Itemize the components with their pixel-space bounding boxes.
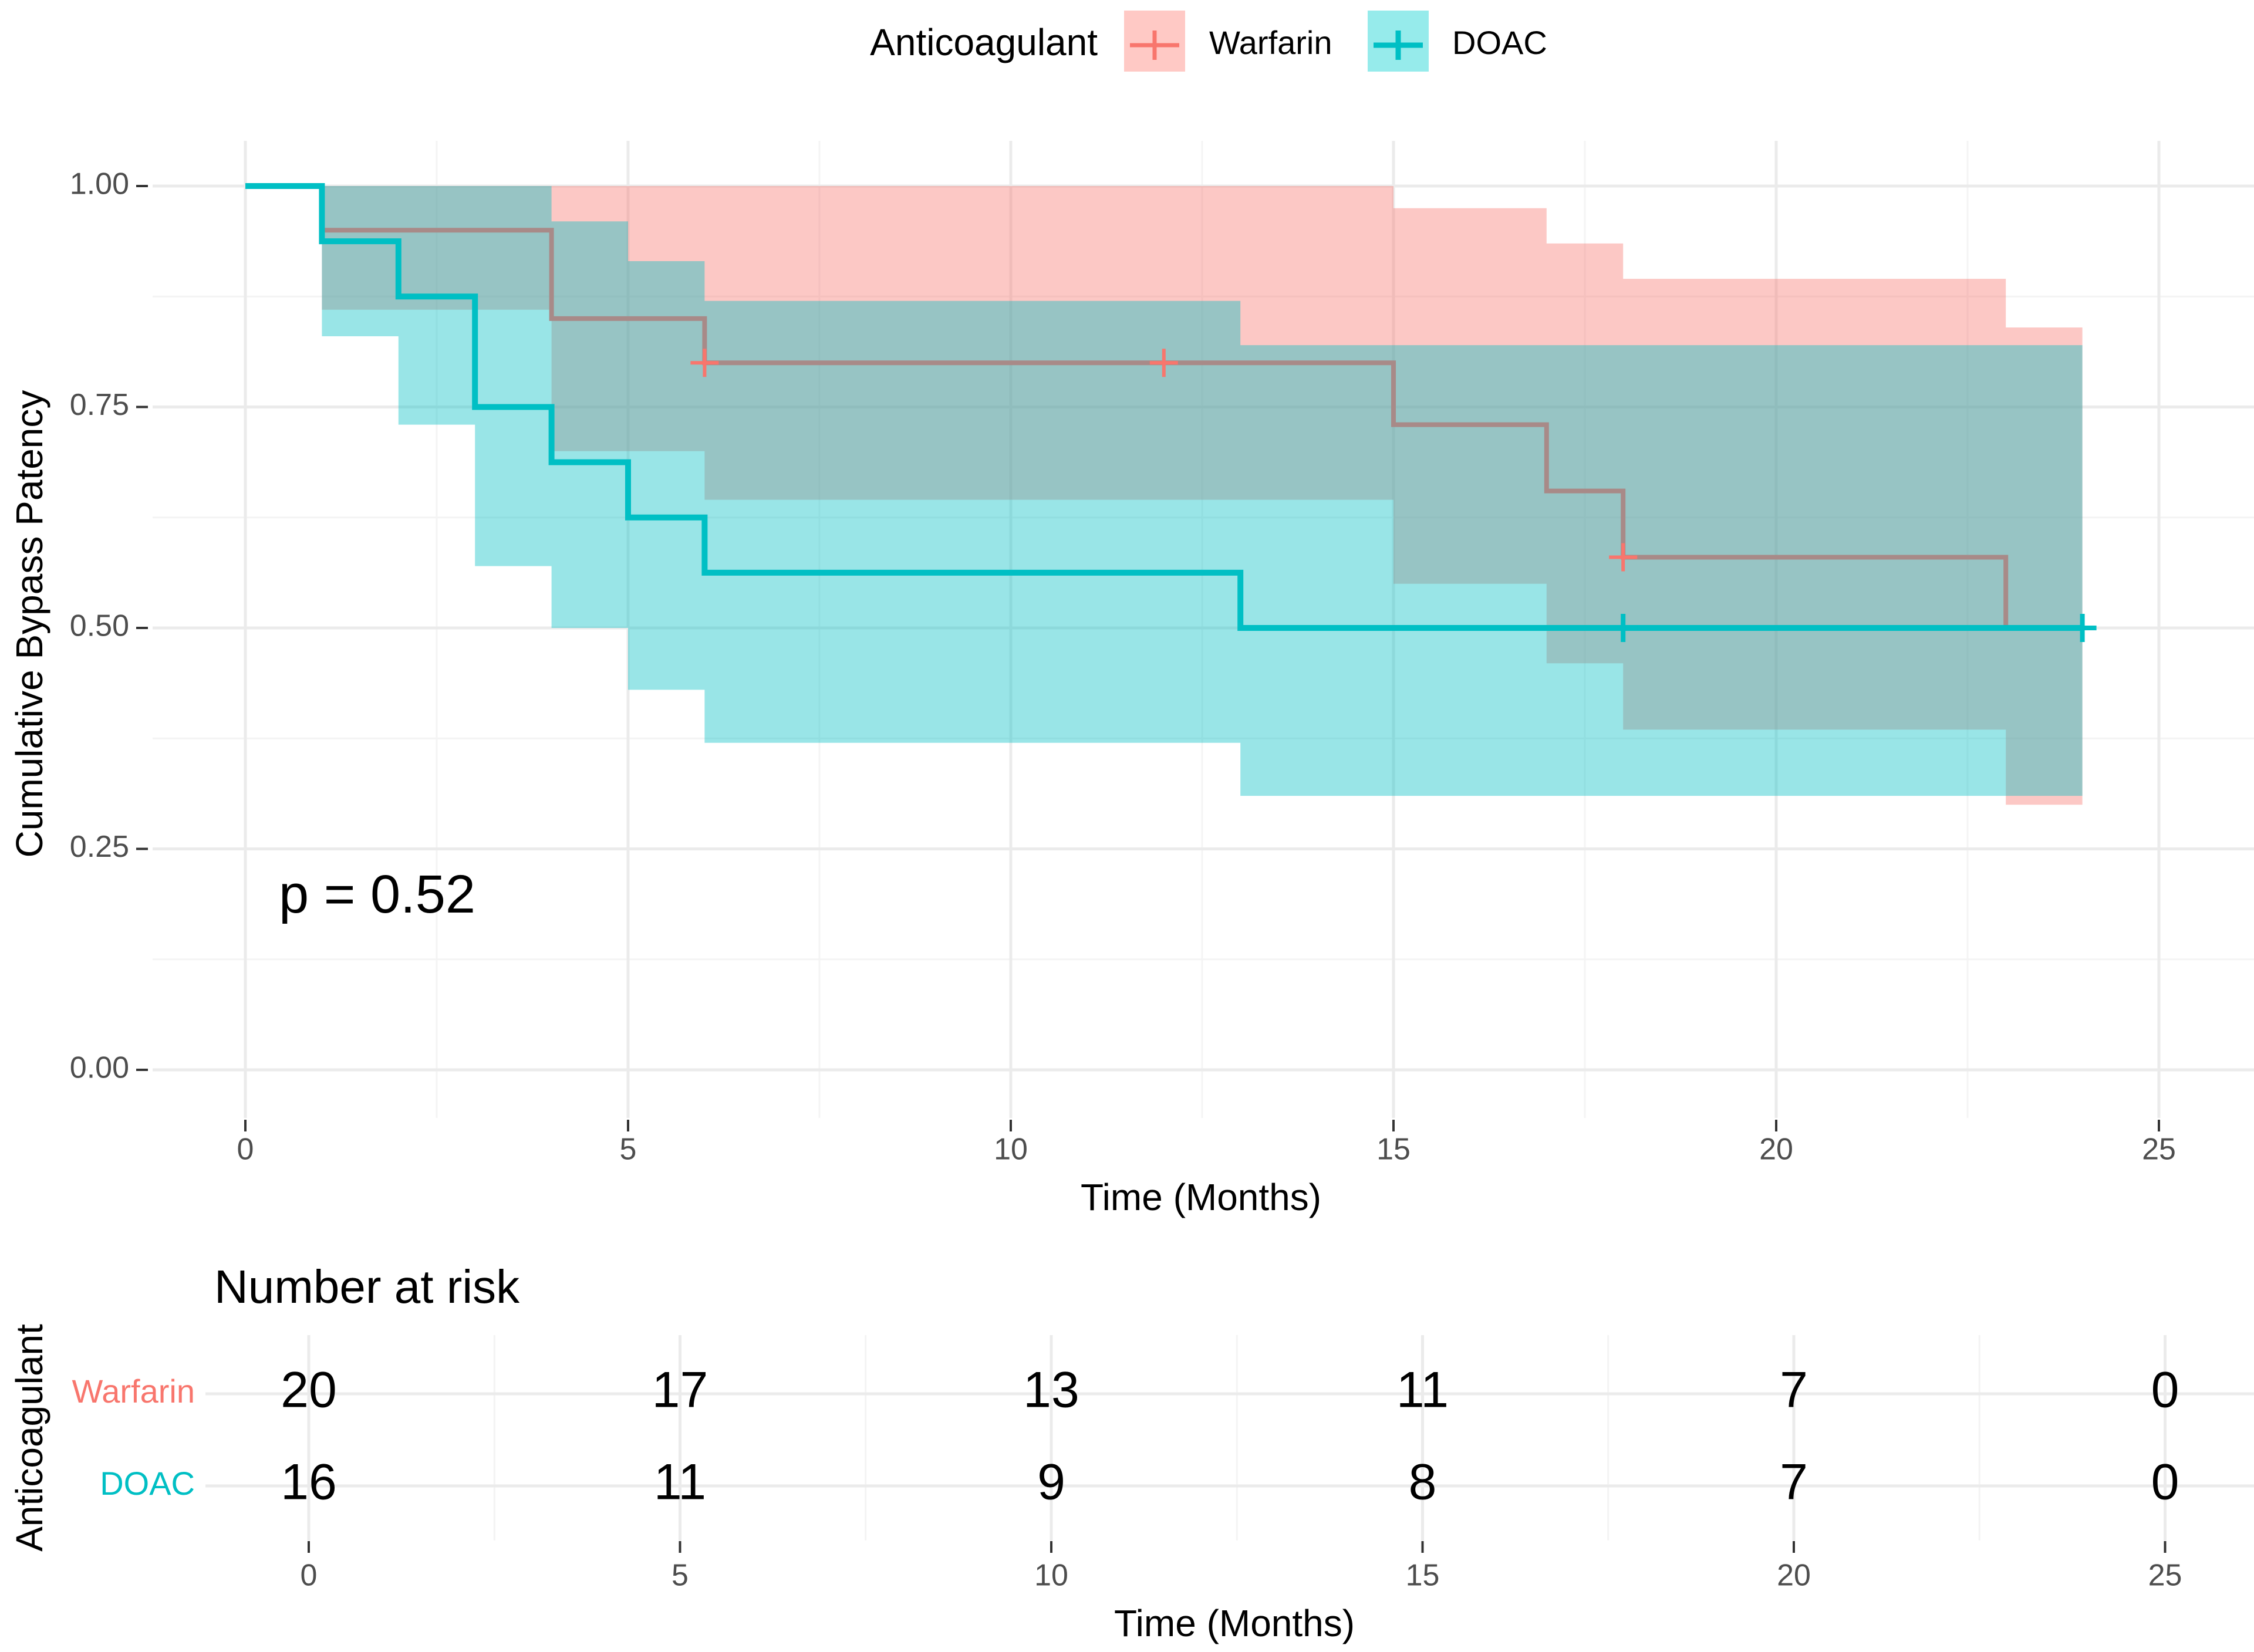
y-tick-label: 1.00 — [70, 167, 129, 201]
risk-count-warfarin: 13 — [1023, 1362, 1079, 1418]
major-gridlines — [153, 141, 2254, 1118]
risk-row-label-warfarin: Warfarin — [72, 1373, 195, 1410]
legend-title: Anticoagulant — [870, 21, 1098, 63]
legend: Anticoagulant Warfarin DOAC — [870, 11, 1547, 72]
censor-mark-warfarin — [1149, 349, 1178, 377]
confidence-bands — [245, 186, 2083, 805]
risk-x-tick-label: 15 — [1406, 1559, 1440, 1593]
y-tick-label: 0.75 — [70, 388, 129, 422]
y-tick-label: 0.00 — [70, 1051, 129, 1085]
risk-x-tick-label: 0 — [301, 1559, 318, 1593]
censor-mark-doac — [2068, 614, 2097, 642]
risk-table-gridlines — [205, 1335, 2254, 1540]
x-axis-title: Time (Months) — [1081, 1176, 1321, 1218]
risk-table-x-axis: 0 5 10 15 20 25 — [301, 1541, 2182, 1593]
risk-count-doac: 0 — [2151, 1454, 2179, 1511]
x-tick-label: 0 — [237, 1133, 254, 1167]
risk-table-row-axis-title: Anticoagulant — [8, 1324, 50, 1552]
risk-count-doac: 9 — [1037, 1454, 1065, 1511]
risk-table-title: Number at risk — [214, 1261, 520, 1313]
risk-count-doac: 8 — [1409, 1454, 1437, 1511]
risk-x-tick-label: 20 — [1777, 1559, 1811, 1593]
risk-x-tick-label: 10 — [1034, 1559, 1068, 1593]
survival-curve-doac — [245, 183, 2083, 631]
survival-curves — [245, 183, 2083, 631]
x-tick-label: 20 — [1759, 1133, 1793, 1167]
legend-key-doac — [1368, 11, 1429, 72]
risk-x-tick-label: 25 — [2148, 1559, 2182, 1593]
risk-table-cells: 20 17 13 11 7 0 16 11 9 8 7 0 — [281, 1362, 2179, 1511]
legend-key-warfarin — [1124, 11, 1185, 72]
risk-count-doac: 11 — [654, 1454, 706, 1511]
risk-count-warfarin: 20 — [281, 1362, 337, 1418]
risk-count-warfarin: 11 — [1396, 1362, 1449, 1418]
censor-mark-warfarin — [690, 349, 719, 377]
censor-mark-doac — [1609, 614, 1638, 642]
risk-table-x-axis-title: Time (Months) — [1114, 1602, 1355, 1644]
legend-label-doac: DOAC — [1452, 24, 1547, 61]
x-tick-label: 10 — [994, 1133, 1028, 1167]
y-axis-title: Cumulative Bypass Patency — [8, 390, 50, 858]
p-value-annotation: p = 0.52 — [279, 864, 475, 924]
risk-x-tick-label: 5 — [672, 1559, 689, 1593]
risk-count-doac: 16 — [281, 1454, 337, 1511]
x-tick-label: 5 — [620, 1133, 637, 1167]
y-tick-label: 0.25 — [70, 830, 129, 864]
risk-count-warfarin: 17 — [652, 1362, 708, 1418]
censor-mark-warfarin — [1609, 543, 1638, 572]
risk-count-warfarin: 0 — [2151, 1362, 2179, 1418]
x-axis: 0 5 10 15 20 25 — [237, 1120, 2176, 1167]
x-tick-label: 15 — [1376, 1133, 1411, 1167]
risk-count-warfarin: 7 — [1780, 1362, 1808, 1418]
risk-count-doac: 7 — [1780, 1454, 1808, 1511]
plot-panel: 0.00 0.25 0.50 0.75 1.00 0 5 10 15 20 25 p = 0.52… — [8, 141, 2254, 1218]
risk-row-label-doac: DOAC — [100, 1465, 195, 1502]
legend-label-warfarin: Warfarin — [1209, 24, 1332, 61]
risk-table: Number at risk Anticoagulant Warfarin DO… — [8, 1261, 2254, 1644]
y-tick-label: 0.50 — [70, 609, 129, 643]
survival-curve-warfarin — [245, 184, 2083, 630]
censor-marks — [690, 349, 2097, 642]
x-tick-label: 25 — [2142, 1133, 2176, 1167]
y-axis: 0.00 0.25 0.50 0.75 1.00 — [70, 167, 148, 1085]
